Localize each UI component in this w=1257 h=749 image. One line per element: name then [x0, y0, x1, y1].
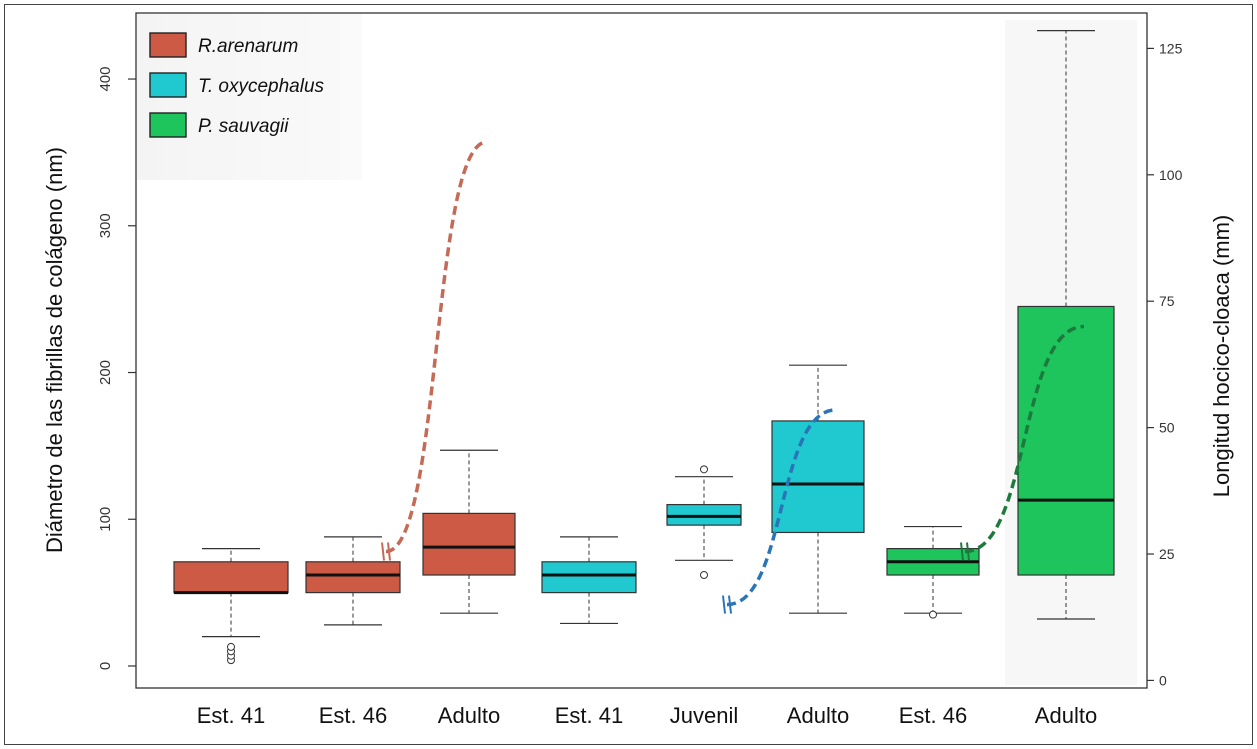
curve-break-mark	[722, 595, 726, 614]
x-tick-label: Est. 41	[555, 703, 623, 728]
y2-tick-label: 125	[1159, 40, 1183, 56]
x-tick-label: Est. 46	[899, 703, 967, 728]
box	[541, 561, 637, 594]
y-tick-label: 100	[97, 507, 114, 532]
growth-curve	[964, 324, 1085, 554]
legend-swatch	[149, 112, 187, 138]
y2-tick-label: 100	[1159, 167, 1183, 183]
outlier-point	[700, 465, 708, 474]
y2-tick-label: 0	[1159, 672, 1167, 688]
box	[422, 512, 516, 576]
curve-break-mark	[381, 542, 385, 561]
y2-tick-label: 75	[1159, 293, 1175, 309]
curve-break-mark	[960, 542, 964, 561]
y2-axis-label: Longitud hocico-cloaca (mm)	[1209, 215, 1234, 497]
legend-label: R.arenarum	[198, 36, 298, 57]
box	[1017, 305, 1115, 576]
outlier-point	[227, 642, 235, 651]
y2-tick-label: 50	[1159, 420, 1175, 436]
plot-area	[135, 12, 1148, 689]
x-tick-label: Adulto	[438, 703, 500, 728]
legend-label: T. oxycephalus	[198, 76, 325, 97]
x-tick-label: Est. 41	[197, 703, 265, 728]
y-tick-label: 200	[97, 360, 114, 385]
figure-frame	[4, 4, 1253, 745]
y-tick-label: 0	[97, 662, 114, 670]
y-tick-label: 300	[97, 213, 114, 238]
curve-break-mark	[966, 542, 970, 561]
curve-break-mark	[728, 595, 732, 614]
curve-break-mark	[387, 542, 391, 561]
growth-curve	[385, 140, 488, 554]
outlier-point	[700, 571, 708, 580]
growth-curve	[726, 408, 837, 607]
y2-tick-label: 25	[1159, 546, 1175, 562]
x-tick-label: Adulto	[787, 703, 849, 728]
legend-swatch	[149, 32, 187, 58]
box	[305, 561, 401, 594]
box	[173, 561, 289, 594]
box	[771, 420, 865, 534]
outlier-point	[929, 610, 937, 619]
y-axis-label: Diámetro de las fibrillas de colágeno (n…	[42, 147, 67, 553]
legend-swatch	[149, 72, 187, 98]
x-tick-label: Adulto	[1035, 703, 1097, 728]
y-tick-label: 400	[97, 67, 114, 92]
x-tick-label: Juvenil	[670, 703, 738, 728]
x-tick-label: Est. 46	[319, 703, 387, 728]
legend-label: P. sauvagii	[198, 116, 289, 137]
